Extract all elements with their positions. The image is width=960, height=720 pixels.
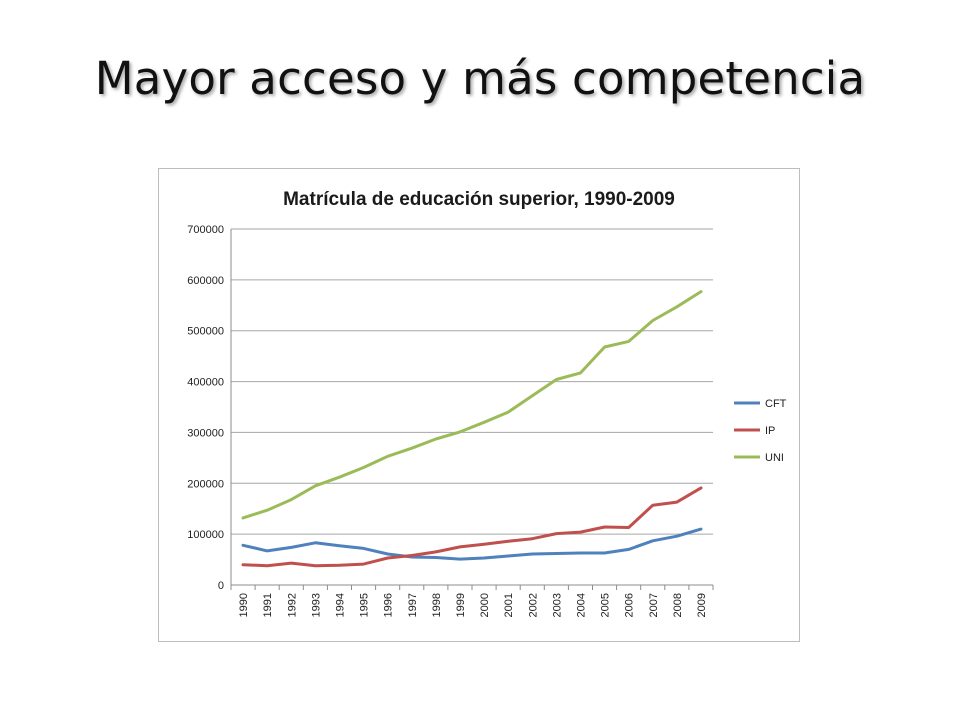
x-tick-label: 2009 xyxy=(696,593,708,617)
legend-label-uni: UNI xyxy=(765,452,784,464)
y-tick-label: 500000 xyxy=(187,326,224,338)
chart-frame: Matrícula de educación superior, 1990-20… xyxy=(158,168,800,642)
x-tick-label: 2007 xyxy=(648,593,660,617)
series-line-uni xyxy=(241,290,703,520)
series-line-ip xyxy=(241,486,703,568)
y-axis-ticks: 0 100000 200000 300000 400000 500000 600000 700… xyxy=(187,224,224,592)
legend-label-cft: CFT xyxy=(765,398,787,410)
x-tick-label: 1997 xyxy=(407,593,419,617)
x-tick-label: 2002 xyxy=(527,593,539,617)
y-tick-label: 400000 xyxy=(187,377,224,389)
gridlines xyxy=(230,228,713,586)
legend-label-ip: IP xyxy=(765,425,775,437)
series-lines xyxy=(241,290,703,568)
line-chart: Matrícula de educación superior, 1990-20… xyxy=(187,189,787,617)
y-tick-label: 300000 xyxy=(187,427,224,439)
y-tick-label: 600000 xyxy=(187,275,224,287)
slide-title: Mayor acceso y más competencia xyxy=(94,52,866,105)
x-tick-label: 2008 xyxy=(672,593,684,617)
x-tick-label: 1998 xyxy=(431,593,443,617)
x-tick-label: 2005 xyxy=(600,593,612,617)
chart-title: Matrícula de educación superior, 1990-20… xyxy=(283,189,675,210)
x-axis-ticks: 1990 1991 1992 1993 1994 1995 1996 1997 1998 1999… xyxy=(230,585,714,617)
x-tick-label: 2006 xyxy=(624,593,636,617)
y-tick-label: 100000 xyxy=(187,529,224,541)
y-tick-label: 0 xyxy=(218,580,224,592)
x-tick-label: 1999 xyxy=(455,593,467,617)
series-line-cft xyxy=(241,527,703,561)
legend: CFT IP UNI xyxy=(734,398,787,464)
x-tick-label: 1990 xyxy=(238,593,250,617)
x-tick-label: 1996 xyxy=(383,593,395,617)
x-tick-label: 2000 xyxy=(479,593,491,617)
x-tick-label: 1994 xyxy=(334,593,346,617)
x-tick-label: 1993 xyxy=(310,593,322,617)
y-tick-label: 200000 xyxy=(187,478,224,490)
x-tick-label: 2004 xyxy=(575,593,587,617)
y-tick-label: 700000 xyxy=(187,224,224,236)
x-tick-label: 2003 xyxy=(551,593,563,617)
x-tick-label: 2001 xyxy=(503,593,515,617)
x-tick-label: 1992 xyxy=(286,593,298,617)
x-tick-label: 1995 xyxy=(359,593,371,617)
x-tick-label: 1991 xyxy=(262,593,274,617)
